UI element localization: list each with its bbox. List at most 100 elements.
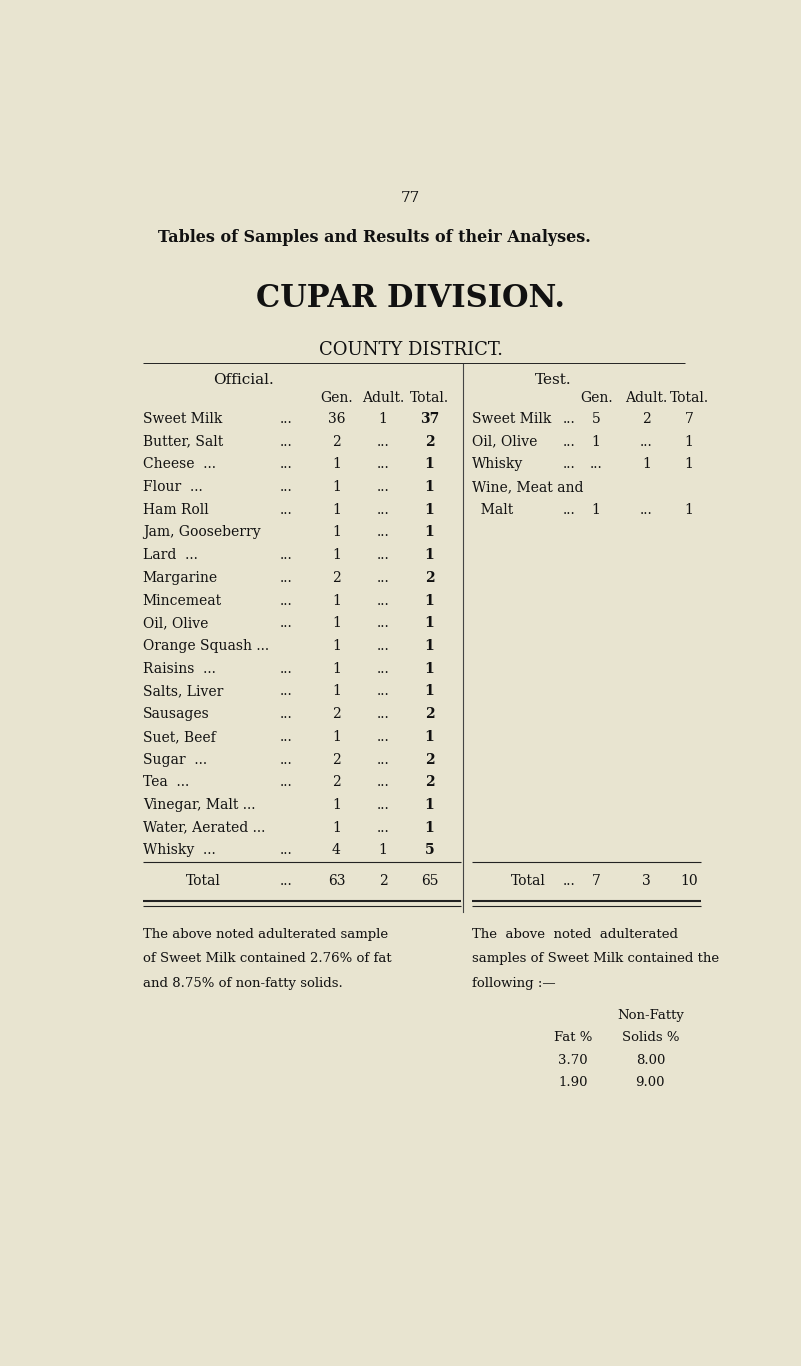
Text: ...: ... (280, 684, 292, 698)
Text: Gen.: Gen. (580, 391, 613, 406)
Text: ...: ... (280, 616, 292, 630)
Text: 1: 1 (332, 526, 341, 540)
Text: and 8.75% of non-fatty solids.: and 8.75% of non-fatty solids. (143, 977, 343, 990)
Text: The  above  noted  adulterated: The above noted adulterated (472, 928, 678, 941)
Text: 3: 3 (642, 874, 651, 888)
Text: 1: 1 (425, 458, 434, 471)
Text: ...: ... (376, 639, 389, 653)
Text: Solids %: Solids % (622, 1031, 679, 1044)
Text: 4: 4 (332, 843, 341, 858)
Text: ...: ... (280, 874, 292, 888)
Text: Adult.: Adult. (362, 391, 405, 406)
Text: 5: 5 (425, 843, 434, 858)
Text: ...: ... (280, 413, 292, 426)
Text: ...: ... (562, 503, 575, 516)
Text: ...: ... (562, 434, 575, 448)
Text: 65: 65 (421, 874, 438, 888)
Text: 1: 1 (642, 458, 651, 471)
Text: Oil, Olive: Oil, Olive (472, 434, 537, 448)
Text: ...: ... (280, 661, 292, 676)
Text: ...: ... (376, 458, 389, 471)
Text: 1.90: 1.90 (558, 1075, 588, 1089)
Text: Total.: Total. (670, 391, 709, 406)
Text: Test.: Test. (535, 373, 572, 388)
Text: 1: 1 (425, 798, 434, 811)
Text: Mincemeat: Mincemeat (143, 594, 222, 608)
Text: 1: 1 (425, 821, 434, 835)
Text: Butter, Salt: Butter, Salt (143, 434, 223, 448)
Text: Whisky: Whisky (472, 458, 523, 471)
Text: Raisins  ...: Raisins ... (143, 661, 215, 676)
Text: ...: ... (640, 503, 653, 516)
Text: Whisky  ...: Whisky ... (143, 843, 215, 858)
Text: 7: 7 (592, 874, 601, 888)
Text: 77: 77 (400, 191, 421, 205)
Text: Cheese  ...: Cheese ... (143, 458, 215, 471)
Text: 1: 1 (332, 479, 341, 494)
Text: ...: ... (280, 729, 292, 744)
Text: Non-Fatty: Non-Fatty (617, 1009, 684, 1022)
Text: 1: 1 (425, 526, 434, 540)
Text: 7: 7 (685, 413, 694, 426)
Text: Water, Aerated ...: Water, Aerated ... (143, 821, 265, 835)
Text: 1: 1 (685, 458, 694, 471)
Text: 5: 5 (592, 413, 601, 426)
Text: ...: ... (590, 458, 602, 471)
Text: ...: ... (376, 526, 389, 540)
Text: 1: 1 (425, 661, 434, 676)
Text: ...: ... (562, 874, 575, 888)
Text: ...: ... (376, 479, 389, 494)
Text: 1: 1 (332, 503, 341, 516)
Text: 2: 2 (332, 708, 341, 721)
Text: Gen.: Gen. (320, 391, 352, 406)
Text: ...: ... (376, 594, 389, 608)
Text: Oil, Olive: Oil, Olive (143, 616, 208, 630)
Text: ...: ... (376, 798, 389, 811)
Text: Sweet Milk: Sweet Milk (143, 413, 222, 426)
Text: 1: 1 (379, 413, 388, 426)
Text: 1: 1 (332, 594, 341, 608)
Text: ...: ... (376, 684, 389, 698)
Text: 36: 36 (328, 413, 345, 426)
Text: ...: ... (376, 661, 389, 676)
Text: of Sweet Milk contained 2.76% of fat: of Sweet Milk contained 2.76% of fat (143, 952, 392, 966)
Text: CUPAR DIVISION.: CUPAR DIVISION. (256, 283, 565, 314)
Text: ...: ... (376, 776, 389, 790)
Text: ...: ... (376, 434, 389, 448)
Text: 2: 2 (642, 413, 651, 426)
Text: 10: 10 (680, 874, 698, 888)
Text: Total: Total (511, 874, 545, 888)
Text: Sausages: Sausages (143, 708, 210, 721)
Text: ...: ... (376, 729, 389, 744)
Text: 2: 2 (425, 753, 434, 766)
Text: 8.00: 8.00 (636, 1055, 665, 1067)
Text: ...: ... (280, 503, 292, 516)
Text: Orange Squash ...: Orange Squash ... (143, 639, 269, 653)
Text: 1: 1 (332, 548, 341, 563)
Text: 1: 1 (332, 639, 341, 653)
Text: Lard  ...: Lard ... (143, 548, 198, 563)
Text: 1: 1 (332, 798, 341, 811)
Text: Adult.: Adult. (626, 391, 667, 406)
Text: 1: 1 (592, 434, 601, 448)
Text: ...: ... (280, 843, 292, 858)
Text: Sugar  ...: Sugar ... (143, 753, 207, 766)
Text: ...: ... (280, 708, 292, 721)
Text: The above noted adulterated sample: The above noted adulterated sample (143, 928, 388, 941)
Text: 37: 37 (420, 413, 439, 426)
Text: 2: 2 (425, 776, 434, 790)
Text: ...: ... (280, 753, 292, 766)
Text: Sweet Milk: Sweet Milk (472, 413, 552, 426)
Text: 1: 1 (332, 661, 341, 676)
Text: Suet, Beef: Suet, Beef (143, 729, 215, 744)
Text: Malt: Malt (472, 503, 513, 516)
Text: 2: 2 (425, 434, 434, 448)
Text: 1: 1 (425, 639, 434, 653)
Text: 1: 1 (685, 503, 694, 516)
Text: Total.: Total. (410, 391, 449, 406)
Text: Wine, Meat and: Wine, Meat and (472, 479, 584, 494)
Text: 2: 2 (332, 776, 341, 790)
Text: ...: ... (280, 548, 292, 563)
Text: ...: ... (376, 821, 389, 835)
Text: COUNTY DISTRICT.: COUNTY DISTRICT. (319, 342, 502, 359)
